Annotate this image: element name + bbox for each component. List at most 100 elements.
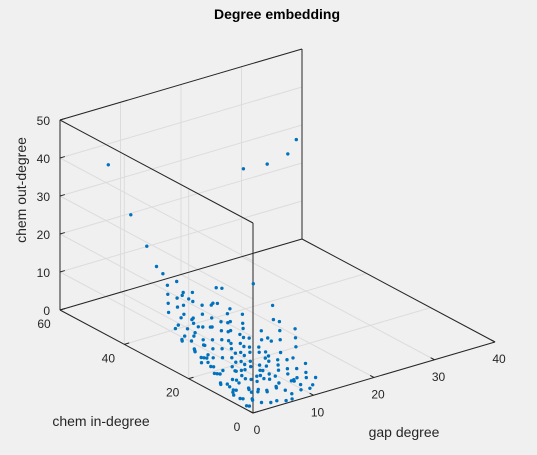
data-point bbox=[211, 347, 215, 351]
grid-line bbox=[124, 272, 367, 345]
data-point bbox=[266, 336, 270, 340]
data-point bbox=[181, 303, 186, 307]
y-tick-label: 0 bbox=[234, 420, 241, 434]
x-tick-mark bbox=[369, 374, 375, 378]
data-point bbox=[258, 368, 262, 372]
data-point bbox=[303, 361, 308, 366]
data-point bbox=[180, 293, 184, 298]
data-point bbox=[175, 279, 179, 284]
data-point bbox=[233, 351, 238, 355]
data-point bbox=[243, 362, 247, 367]
data-point bbox=[248, 359, 252, 363]
chart-title: Degree embedding bbox=[214, 6, 340, 22]
data-point bbox=[267, 372, 271, 376]
data-point bbox=[166, 301, 170, 305]
data-point bbox=[210, 316, 214, 320]
data-point bbox=[166, 292, 170, 296]
data-point bbox=[241, 397, 245, 401]
x-tick-label: 10 bbox=[311, 405, 325, 419]
grid-line bbox=[59, 86, 303, 159]
data-point bbox=[261, 368, 265, 373]
data-point bbox=[263, 350, 268, 354]
data-point bbox=[176, 323, 180, 327]
grid-line bbox=[59, 162, 303, 235]
data-point bbox=[182, 312, 186, 316]
data-point bbox=[189, 339, 194, 343]
grid-line bbox=[120, 291, 314, 396]
data-point bbox=[192, 334, 196, 338]
data-point bbox=[185, 327, 190, 331]
top-edge bbox=[59, 48, 303, 121]
data-point bbox=[234, 388, 238, 392]
data-point bbox=[215, 372, 219, 376]
data-point bbox=[270, 303, 275, 308]
grid-line bbox=[59, 157, 254, 262]
data-point bbox=[277, 381, 281, 385]
data-point bbox=[283, 388, 287, 392]
data-point bbox=[290, 397, 294, 401]
floor-edge bbox=[59, 238, 303, 311]
data-point bbox=[240, 312, 245, 316]
data-point bbox=[257, 350, 261, 354]
data-point bbox=[293, 327, 297, 331]
data-point bbox=[193, 331, 197, 335]
data-point bbox=[225, 382, 229, 386]
data-point bbox=[209, 364, 213, 369]
grid-line bbox=[180, 274, 375, 378]
data-point bbox=[285, 367, 290, 371]
data-point bbox=[229, 341, 233, 346]
data-point bbox=[265, 162, 269, 166]
data-point bbox=[190, 290, 195, 295]
data-point bbox=[228, 307, 232, 311]
data-point bbox=[226, 339, 231, 343]
data-point bbox=[278, 328, 282, 333]
data-point bbox=[187, 297, 191, 301]
x-tick-mark bbox=[430, 357, 435, 361]
data-point bbox=[292, 379, 296, 383]
data-point bbox=[199, 361, 204, 365]
x-tick-label: 0 bbox=[254, 423, 261, 437]
x-axis-label: gap degree bbox=[369, 424, 440, 440]
data-point bbox=[196, 325, 200, 329]
data-point bbox=[247, 387, 251, 392]
data-point bbox=[294, 345, 298, 349]
z-tick-mark bbox=[59, 156, 65, 159]
data-point bbox=[241, 321, 245, 325]
z-tick-mark bbox=[59, 232, 65, 235]
data-point bbox=[211, 356, 215, 360]
data-point bbox=[193, 350, 197, 354]
data-point bbox=[205, 356, 209, 360]
data-point bbox=[230, 377, 235, 382]
data-point bbox=[275, 399, 279, 403]
y-axis-line bbox=[59, 309, 254, 414]
data-point bbox=[238, 396, 242, 401]
data-point bbox=[200, 303, 204, 307]
data-point bbox=[215, 301, 220, 306]
grid-line bbox=[59, 271, 254, 376]
data-point bbox=[267, 377, 272, 381]
axes-box bbox=[59, 48, 496, 414]
y-tick-mark bbox=[252, 411, 258, 414]
data-point bbox=[243, 368, 247, 372]
data-point bbox=[313, 375, 318, 380]
data-point bbox=[191, 321, 196, 325]
data-point bbox=[218, 372, 222, 376]
z-tick-label: 0 bbox=[43, 304, 50, 318]
data-point bbox=[210, 325, 214, 329]
data-point bbox=[206, 353, 210, 357]
data-point bbox=[257, 345, 261, 349]
grid-line bbox=[188, 307, 431, 380]
data-point bbox=[286, 372, 290, 376]
z-tick-label: 30 bbox=[37, 190, 51, 204]
data-point bbox=[285, 358, 289, 362]
data-point bbox=[228, 385, 232, 389]
data-point bbox=[249, 390, 254, 394]
data-point bbox=[226, 330, 230, 334]
data-point bbox=[242, 344, 246, 349]
data-point bbox=[175, 305, 180, 309]
data-point bbox=[239, 350, 243, 355]
data-point bbox=[242, 353, 246, 358]
data-point bbox=[265, 388, 269, 392]
data-point bbox=[226, 321, 230, 325]
data-point bbox=[257, 363, 262, 367]
